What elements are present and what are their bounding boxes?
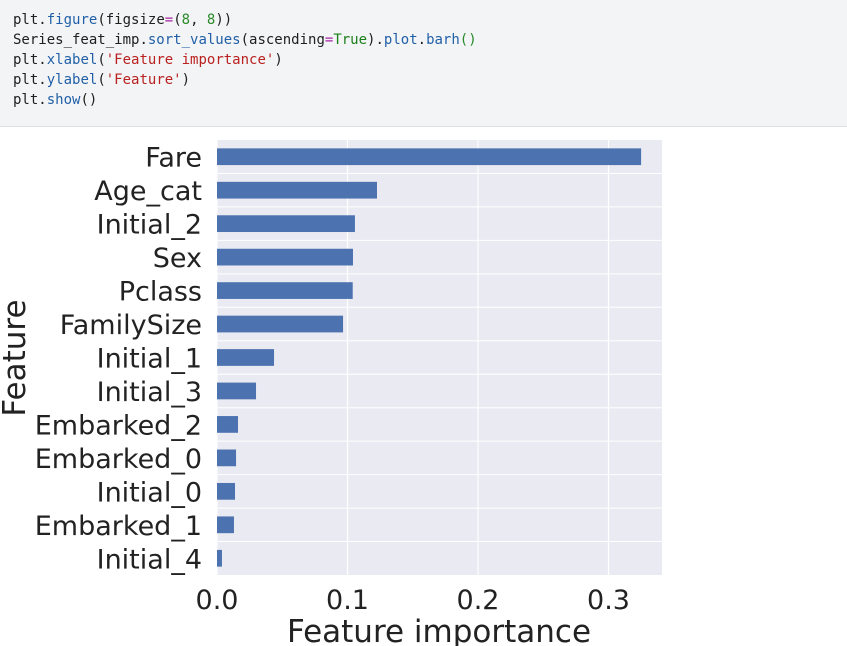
code-token: plt	[13, 52, 38, 68]
y-tick-label: Initial_3	[97, 377, 202, 408]
code-token: .	[38, 52, 46, 68]
y-tick-label: Fare	[145, 143, 202, 174]
code-token: 'Feature importance'	[106, 52, 275, 68]
y-tick-label: FamilySize	[60, 310, 202, 341]
y-tick-label: Initial_4	[97, 544, 202, 575]
code-token: (	[97, 52, 105, 68]
bar	[217, 482, 236, 500]
code-token: ()	[80, 92, 97, 108]
code-token: (	[97, 72, 105, 88]
code-token: Series_feat_imp	[13, 32, 139, 48]
code-token: xlabel	[47, 52, 98, 68]
code-token: plot	[384, 32, 418, 48]
bar	[217, 215, 355, 233]
code-line: plt.ylabel('Feature')	[13, 72, 190, 88]
x-tick-label: 0.2	[457, 585, 500, 616]
bar	[217, 449, 237, 467]
x-axis-label: Feature importance	[287, 614, 591, 646]
bar	[217, 315, 344, 333]
bar	[217, 549, 222, 567]
code-token: 'Feature'	[106, 72, 182, 88]
code-token: sort_values	[148, 32, 241, 48]
code-token: ))	[215, 12, 232, 28]
code-token: (figsize	[97, 12, 164, 28]
code-token: 8	[207, 12, 215, 28]
y-tick-label: Embarked_0	[35, 444, 202, 475]
bar	[217, 248, 353, 266]
y-tick-label: Embarked_2	[35, 410, 202, 441]
y-tick-label: Initial_1	[97, 344, 202, 375]
code-token: .	[38, 92, 46, 108]
bar	[217, 382, 257, 400]
bar	[217, 416, 239, 433]
bar	[217, 282, 353, 299]
x-tick-label: 0.1	[326, 585, 369, 616]
code-token: ).	[367, 32, 384, 48]
y-tick-label: Pclass	[119, 277, 202, 308]
code-token: ()	[460, 32, 477, 48]
bar	[217, 148, 642, 166]
code-token: .	[38, 12, 46, 28]
code-token: plt	[13, 92, 38, 108]
code-token: (	[173, 12, 181, 28]
code-token: True	[333, 32, 367, 48]
bar	[217, 181, 377, 199]
y-tick-label: Sex	[153, 243, 202, 274]
code-line: plt.figure(figsize=(8, 8))	[13, 12, 232, 28]
y-tick-label: Embarked_1	[35, 511, 202, 542]
code-token: )	[274, 52, 282, 68]
code-line: plt.show()	[13, 92, 97, 108]
bar	[217, 516, 234, 534]
y-tick-label: Initial_0	[97, 477, 202, 508]
code-cell	[0, 0, 847, 126]
code-token: .	[418, 32, 426, 48]
code-token: .	[38, 72, 46, 88]
code-token: barh	[426, 32, 460, 48]
code-token: .	[139, 32, 147, 48]
code-token: show	[47, 92, 81, 108]
plot-area	[217, 140, 662, 575]
code-token: plt	[13, 12, 38, 28]
code-line: plt.xlabel('Feature importance')	[13, 52, 283, 68]
code-token: =	[165, 12, 173, 28]
y-tick-label: Initial_2	[97, 210, 202, 241]
y-axis-label: Feature	[0, 299, 33, 416]
code-token: plt	[13, 72, 38, 88]
code-token: =	[325, 32, 333, 48]
bar	[217, 349, 275, 366]
code-token: ylabel	[47, 72, 98, 88]
code-token: figure	[47, 12, 98, 28]
code-token: 8	[182, 12, 190, 28]
code-line: Series_feat_imp.sort_values(ascending=Tr…	[13, 32, 477, 48]
x-tick-label: 0.3	[587, 585, 630, 616]
code-token: (ascending	[241, 32, 325, 48]
y-tick-label: Age_cat	[94, 176, 202, 207]
x-tick-label: 0.0	[196, 585, 239, 616]
code-token: )	[182, 72, 190, 88]
code-token: ,	[190, 12, 207, 28]
